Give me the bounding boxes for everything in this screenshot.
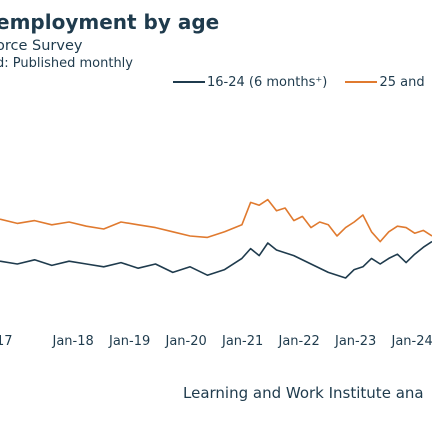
x-tick-label: Jan-21 [221, 334, 263, 349]
legend-label-series-2: 25 and [379, 74, 425, 90]
x-tick-label: Jan-18 [52, 334, 94, 349]
legend-label-series-1: 16-24 (6 months⁺) [207, 74, 328, 90]
x-tick-label: Jan-24 [391, 334, 432, 349]
legend-item-series-1: 16-24 (6 months⁺) [173, 75, 327, 90]
legend: 16-24 (6 months⁺) 25 and [173, 72, 432, 90]
series-line-2 [0, 198, 432, 243]
chart-note: d: Published monthly [0, 56, 133, 71]
x-tick-label: 17 [0, 334, 13, 349]
series-layer [0, 198, 432, 279]
legend-swatch-series-1 [173, 81, 205, 83]
x-tick-label: Jan-19 [108, 334, 150, 349]
x-tick-label: Jan-22 [278, 334, 320, 349]
chart-subtitle: orce Survey [0, 38, 83, 54]
x-tick-label: Jan-23 [334, 334, 376, 349]
x-axis-ticks: 17 Jan-18 Jan-19 Jan-20 Jan-21 Jan-22 Jan-23 Ja… [0, 334, 432, 349]
legend-swatch-series-2 [345, 81, 378, 83]
x-tick-label: Jan-20 [165, 334, 207, 349]
source-note: Learning and Work Institute ana [183, 384, 424, 402]
series-line-1 [0, 240, 432, 279]
legend-item-series-2: 25 and [345, 74, 425, 90]
chart-title: employment by age [0, 10, 220, 34]
